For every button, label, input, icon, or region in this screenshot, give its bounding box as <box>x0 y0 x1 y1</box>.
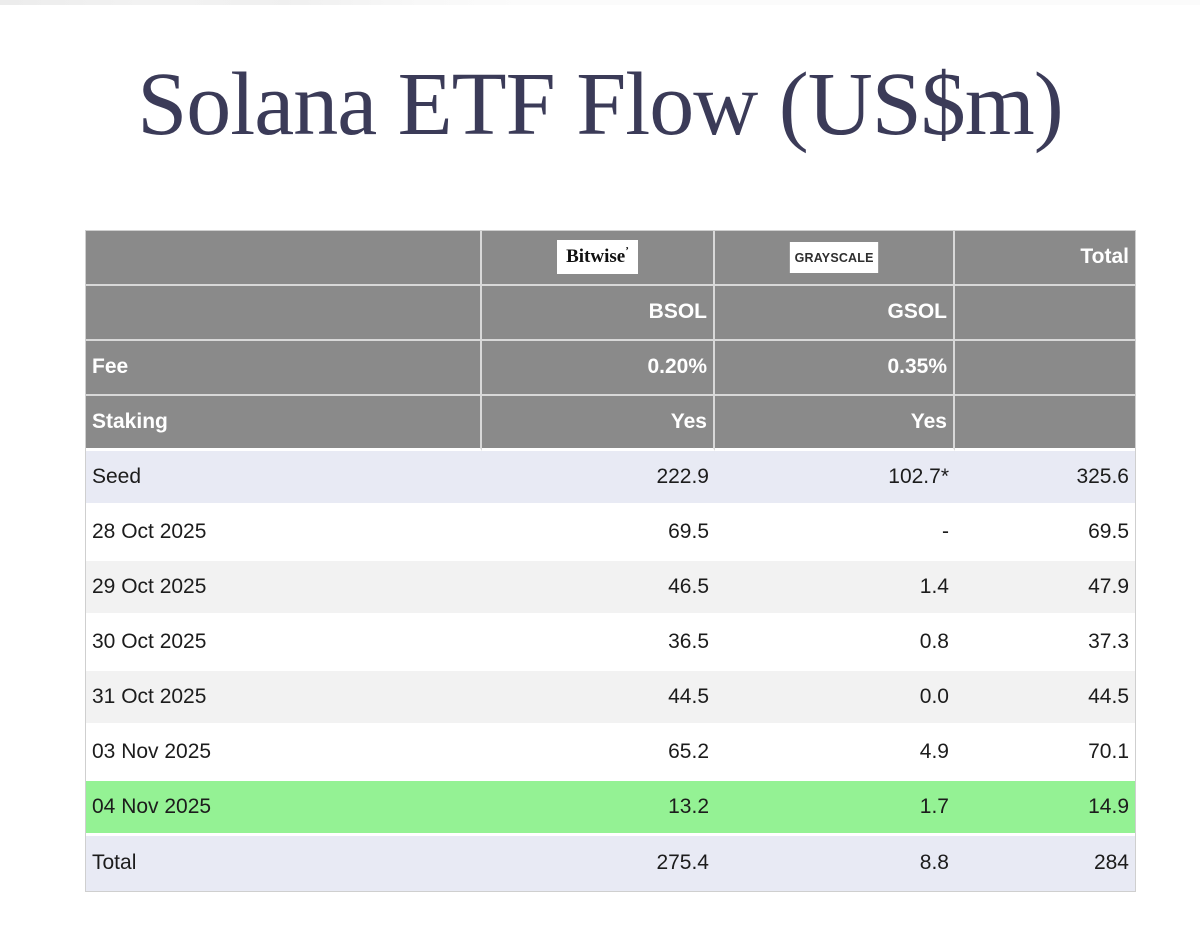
table-row-28-oct-2025: 28 Oct 2025 69.5 - 69.5 <box>86 505 1135 561</box>
total-value: 69.5 <box>955 505 1135 561</box>
gsol-value: 0.0 <box>715 670 955 726</box>
row-label: 31 Oct 2025 <box>86 670 482 726</box>
staking-gsol-value: Yes <box>715 395 955 451</box>
total-value: 37.3 <box>955 615 1135 671</box>
row-label: 04 Nov 2025 <box>86 780 482 836</box>
browser-chrome-artifact <box>0 0 1200 5</box>
table-row-03-nov-2025: 03 Nov 2025 65.2 4.9 70.1 <box>86 725 1135 781</box>
total-value: 325.6 <box>955 450 1135 506</box>
row-label: 28 Oct 2025 <box>86 505 482 561</box>
bsol-value: 44.5 <box>482 670 715 726</box>
header-empty-cell <box>86 285 482 341</box>
row-label: 30 Oct 2025 <box>86 615 482 671</box>
ticker-bsol: BSOL <box>482 285 715 341</box>
gsol-value: - <box>715 505 955 561</box>
bsol-value: 36.5 <box>482 615 715 671</box>
table-row-seed: Seed 222.9 102.7* 325.6 <box>86 450 1135 506</box>
bsol-value: 222.9 <box>482 450 715 506</box>
solana-etf-flow-table: Bitwiseʼ GRAYSCALE Total BSOL GSOL Fee 0… <box>85 229 1136 892</box>
row-label: 03 Nov 2025 <box>86 725 482 781</box>
bitwise-logo-cell: Bitwiseʼ <box>482 230 715 286</box>
gsol-value: 1.7 <box>715 780 955 836</box>
browser-chrome-smudge <box>0 0 520 5</box>
total-value: 44.5 <box>955 670 1135 726</box>
gsol-value: 4.9 <box>715 725 955 781</box>
row-label: Total <box>86 835 482 891</box>
grayscale-logo-cell: GRAYSCALE <box>715 230 955 286</box>
fee-gsol-value: 0.35% <box>715 340 955 396</box>
total-value: 14.9 <box>955 780 1135 836</box>
bitwise-logo-text: Bitwise <box>566 246 626 268</box>
gsol-value: 102.7* <box>715 450 955 506</box>
table-row-31-oct-2025: 31 Oct 2025 44.5 0.0 44.5 <box>86 670 1135 726</box>
ticker-gsol: GSOL <box>715 285 955 341</box>
header-row-tickers: BSOL GSOL <box>86 285 1135 341</box>
table-row-total: Total 275.4 8.8 284 <box>86 835 1135 891</box>
page-title: Solana ETF Flow (US$m) <box>137 55 1064 154</box>
bsol-value: 275.4 <box>482 835 715 891</box>
header-empty-cell <box>955 340 1135 396</box>
bitwise-logo: Bitwiseʼ <box>557 240 638 275</box>
bsol-value: 46.5 <box>482 560 715 616</box>
header-total-label: Total <box>955 230 1135 286</box>
gsol-value: 0.8 <box>715 615 955 671</box>
header-empty-cell <box>86 230 482 286</box>
staking-bsol-value: Yes <box>482 395 715 451</box>
table-row-29-oct-2025: 29 Oct 2025 46.5 1.4 47.9 <box>86 560 1135 616</box>
header-empty-cell <box>955 285 1135 341</box>
total-value: 70.1 <box>955 725 1135 781</box>
staking-label: Staking <box>86 395 482 451</box>
header-row-fee: Fee 0.20% 0.35% <box>86 340 1135 396</box>
fee-bsol-value: 0.20% <box>482 340 715 396</box>
table-row-30-oct-2025: 30 Oct 2025 36.5 0.8 37.3 <box>86 615 1135 671</box>
bitwise-logo-mark: ʼ <box>625 245 629 258</box>
gsol-value: 1.4 <box>715 560 955 616</box>
header-empty-cell <box>955 395 1135 451</box>
header-row-logos: Bitwiseʼ GRAYSCALE Total <box>86 230 1135 286</box>
bsol-value: 13.2 <box>482 780 715 836</box>
row-label: 29 Oct 2025 <box>86 560 482 616</box>
gsol-value: 8.8 <box>715 835 955 891</box>
bsol-value: 65.2 <box>482 725 715 781</box>
bsol-value: 69.5 <box>482 505 715 561</box>
total-value: 284 <box>955 835 1135 891</box>
table-row-04-nov-2025-highlighted: 04 Nov 2025 13.2 1.7 14.9 <box>86 780 1135 836</box>
total-value: 47.9 <box>955 560 1135 616</box>
row-label: Seed <box>86 450 482 506</box>
header-row-staking: Staking Yes Yes <box>86 395 1135 451</box>
grayscale-logo: GRAYSCALE <box>789 241 879 273</box>
fee-label: Fee <box>86 340 482 396</box>
